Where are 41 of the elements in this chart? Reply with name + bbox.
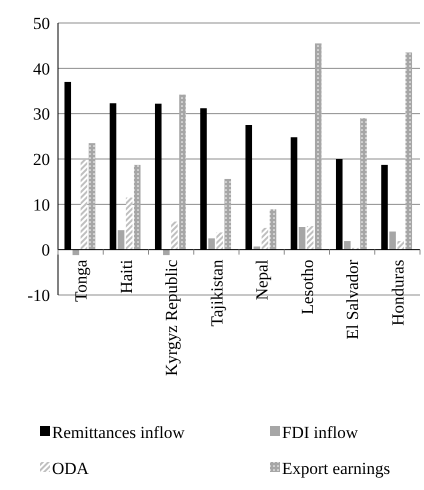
- bar: [171, 222, 178, 250]
- bar: [224, 178, 232, 250]
- y-tick-label: 40: [33, 59, 50, 78]
- x-tick-label: Tonga: [72, 259, 91, 302]
- y-tick-label: 30: [33, 104, 50, 124]
- x-tick-label: Nepal: [252, 259, 272, 300]
- x-tick-label: Kyrgyz Republic: [162, 259, 182, 376]
- bar: [208, 238, 215, 250]
- y-tick-label: 20: [33, 150, 50, 169]
- y-tick-label: 50: [33, 14, 50, 33]
- bar: [389, 232, 396, 250]
- legend-label: FDI inflow: [282, 422, 359, 442]
- bar: [306, 226, 314, 250]
- bar: [314, 43, 322, 250]
- y-tick-label: 0: [42, 240, 50, 260]
- bar: [88, 143, 96, 250]
- y-tick-label: 10: [33, 195, 50, 214]
- legend-label: Export earnings: [282, 458, 390, 478]
- bar: [397, 241, 404, 250]
- bar: [270, 209, 276, 250]
- x-tick-label: El Salvador: [343, 259, 362, 340]
- bar: [80, 160, 88, 250]
- x-tick-label: Haiti: [116, 259, 136, 294]
- bar: [298, 227, 306, 250]
- bar: [216, 232, 223, 250]
- bar: [134, 164, 141, 250]
- x-tick-label: Lesotho: [298, 260, 317, 314]
- bar: [262, 228, 268, 250]
- bar: [163, 250, 170, 256]
- bar: [126, 198, 132, 250]
- bar: [360, 118, 367, 250]
- bar: [72, 250, 80, 256]
- bar: [405, 52, 412, 250]
- y-tick-label: -10: [27, 286, 50, 305]
- x-tick-label: Honduras: [388, 260, 408, 326]
- bar: [344, 241, 351, 250]
- bar: [179, 94, 186, 250]
- legend-label: Remittances inflow: [52, 422, 186, 442]
- x-tick-label: Tajikistan: [207, 259, 226, 326]
- legend-label: ODA: [52, 458, 90, 478]
- bar: [118, 230, 124, 250]
